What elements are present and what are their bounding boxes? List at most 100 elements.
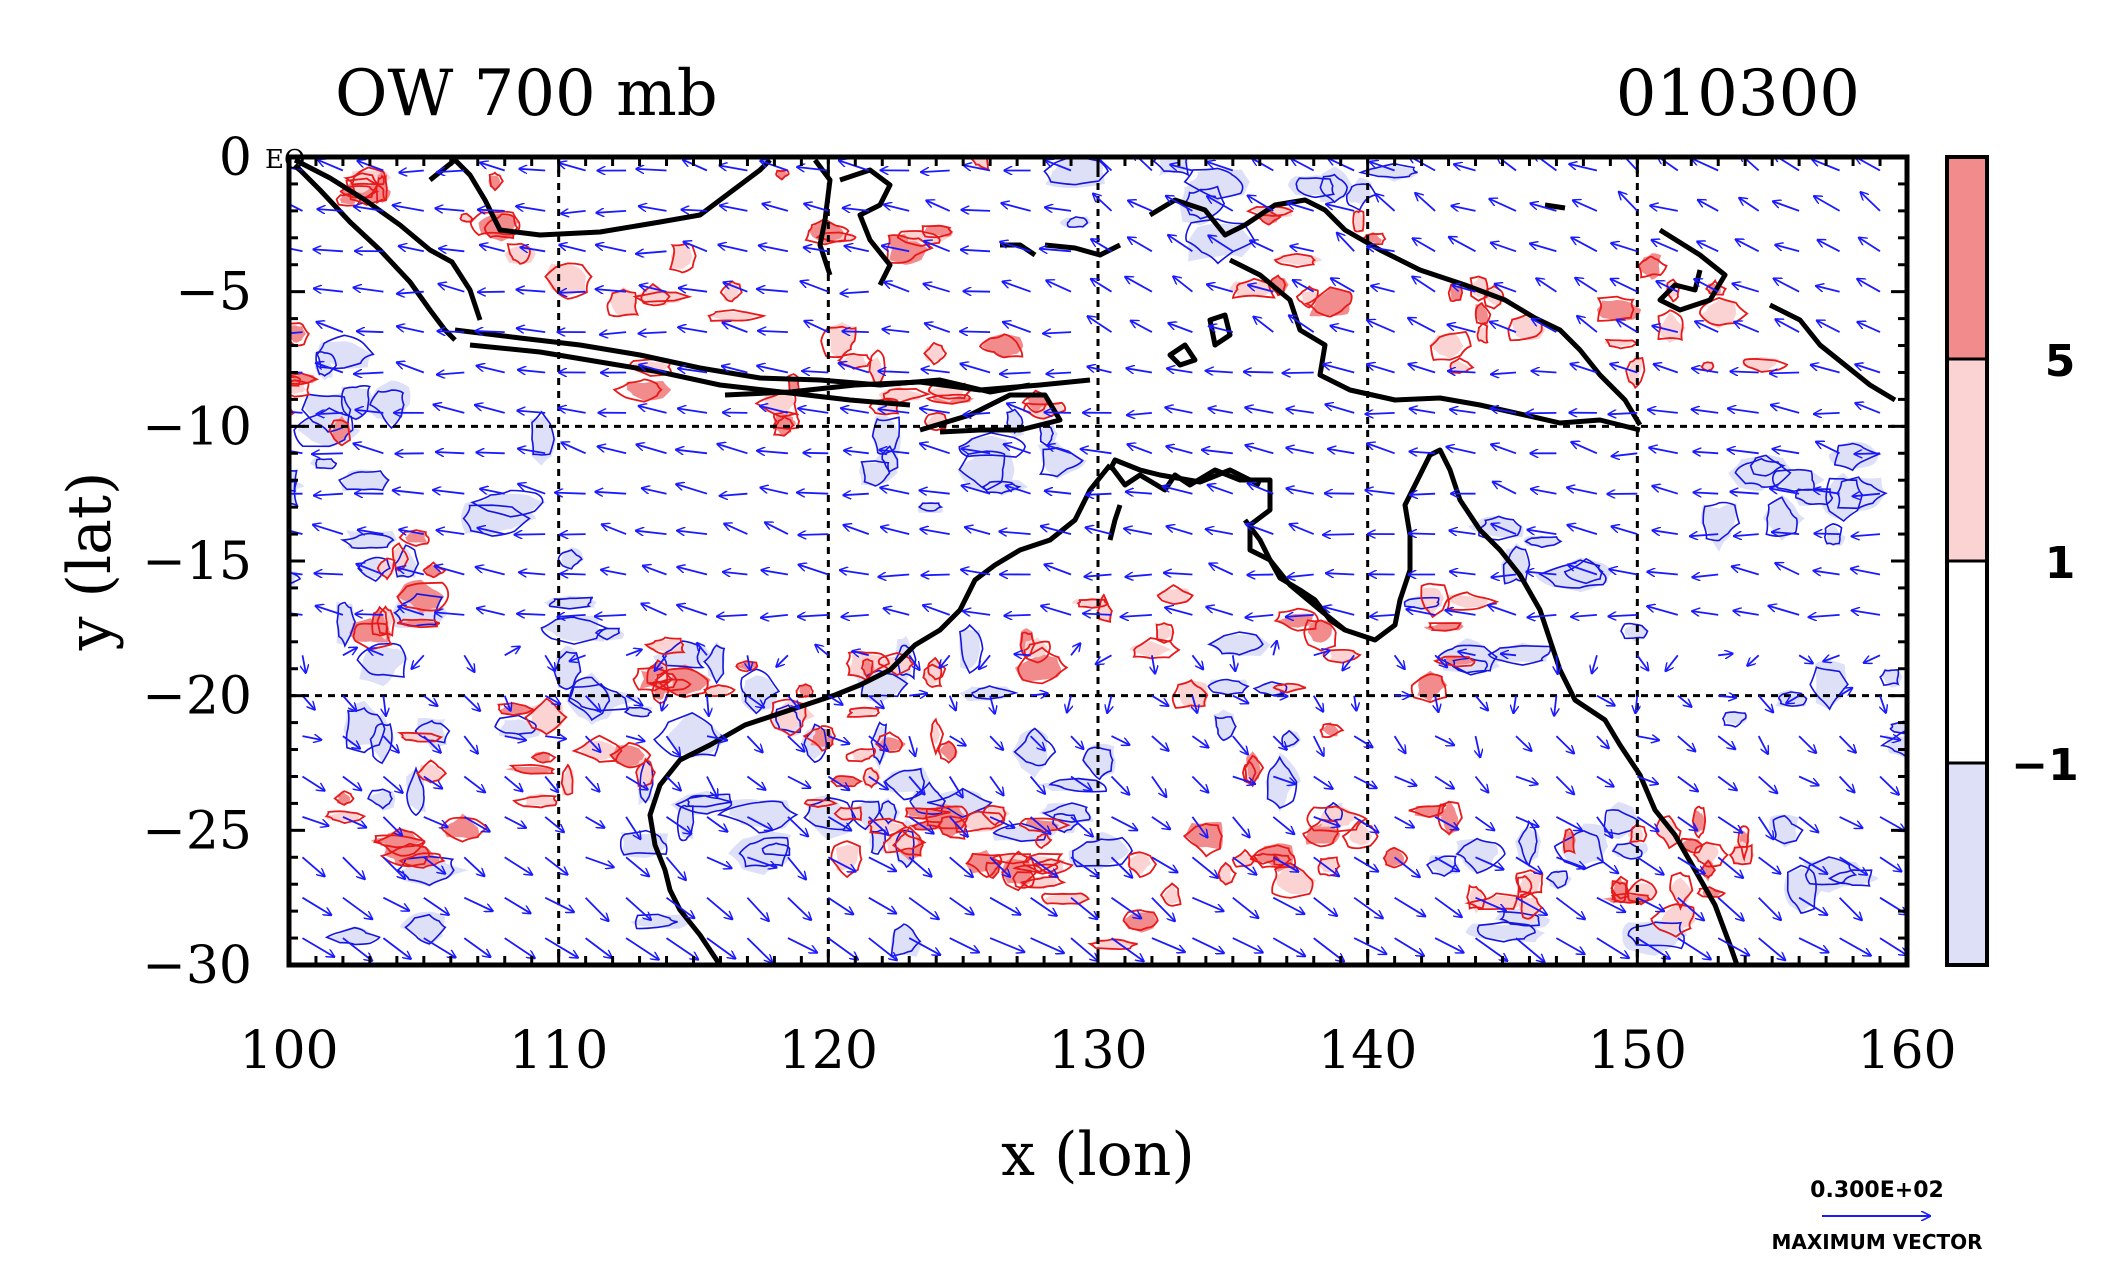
wind-vector (676, 484, 708, 495)
wind-vector (1371, 286, 1395, 293)
negative-ow-contour (1066, 216, 1089, 228)
wind-vector (1250, 241, 1274, 253)
wind-vector (314, 494, 343, 496)
positive-ow-area (878, 385, 922, 401)
wind-vector (1758, 856, 1781, 873)
wind-vector (1313, 775, 1333, 789)
wind-vector (1029, 775, 1045, 794)
wind-vector (1839, 937, 1871, 956)
negative-ow-contour (1721, 711, 1747, 728)
positive-ow-contour (647, 678, 692, 692)
wind-vector (1610, 364, 1638, 374)
wind-vector (1493, 482, 1517, 495)
positive-ow-contour (1159, 882, 1182, 907)
wind-vector (761, 570, 789, 574)
wind-vector (1692, 575, 1719, 578)
wind-vector (798, 408, 829, 413)
wind-vector (940, 654, 951, 668)
positive-ow-area (289, 409, 291, 416)
wind-vector (1798, 937, 1828, 952)
negative-ow-contour (1825, 477, 1864, 523)
negative-ow-contour (1833, 442, 1882, 472)
wind-vector (1290, 524, 1315, 535)
wind-vector (1450, 572, 1476, 575)
wind-vector (1491, 243, 1517, 253)
positive-ow-contour (1272, 682, 1307, 694)
wind-vector (1030, 816, 1051, 834)
wind-vector (841, 408, 869, 413)
positive-ow-contour (1700, 361, 1715, 373)
wind-vector (354, 288, 384, 292)
positive-ow-contour (483, 213, 519, 240)
wind-vector (1879, 937, 1907, 955)
wind-vector (665, 896, 695, 919)
positive-ow-contour (1155, 622, 1175, 644)
wind-vector (1353, 896, 1383, 919)
wind-vector (1394, 937, 1424, 956)
wind-vector (1555, 937, 1584, 954)
wind-vector (1163, 486, 1193, 495)
coast-borneo (428, 157, 772, 238)
wind-vector (1773, 201, 1800, 212)
wind-vector (746, 897, 768, 921)
wind-vector (1007, 404, 1031, 414)
wind-vector (882, 246, 910, 253)
wind-vector (1531, 489, 1557, 494)
wind-vector (908, 937, 940, 955)
wind-vector (1047, 445, 1072, 455)
wind-vector (960, 331, 991, 332)
wind-vector (1730, 492, 1759, 494)
wind-vector (1839, 816, 1863, 828)
positive-ow-contour (860, 658, 874, 681)
positive-ow-contour (985, 859, 1002, 879)
wind-vector (746, 775, 765, 790)
positive-ow-area (848, 707, 879, 718)
wind-vector (827, 896, 853, 915)
wind-vector (570, 655, 586, 661)
wind-vector (1067, 695, 1071, 713)
x-axis-label: x (lon) (1001, 1120, 1195, 1190)
wind-vector (804, 204, 829, 212)
wind-vector (342, 896, 372, 920)
wind-vector (908, 654, 919, 670)
vector-key-caption: MAXIMUM VECTOR (1771, 1230, 1982, 1254)
wind-vector (965, 527, 991, 535)
positive-ow-contour (1691, 805, 1707, 839)
wind-vector (1312, 695, 1324, 712)
wind-vector (1770, 489, 1800, 495)
positive-ow-contour (882, 827, 927, 854)
wind-vector (303, 655, 306, 673)
negative-ow-contour (531, 410, 555, 456)
negative-ow-area (849, 799, 883, 828)
negative-ow-contour (1295, 177, 1336, 199)
positive-ow-area (417, 764, 445, 784)
x-tick-label: 120 (779, 1021, 878, 1081)
wind-vector (989, 735, 1003, 750)
wind-vector (1448, 371, 1476, 373)
wind-vector (412, 654, 425, 669)
x-tick-label: 130 (1048, 1021, 1147, 1081)
wind-vector (393, 490, 424, 493)
negative-ow-contour (971, 685, 1019, 700)
wind-vector (1232, 735, 1248, 754)
negative-ow-contour (909, 781, 946, 815)
wind-vector (878, 575, 910, 577)
wind-vector (960, 364, 991, 374)
positive-ow-contour (612, 378, 663, 403)
negative-ow-contour (393, 593, 444, 627)
wind-vector (1083, 614, 1112, 615)
positive-ow-contour (459, 212, 473, 223)
wind-vector (757, 289, 788, 292)
positive-ow-contour (1728, 843, 1753, 866)
wind-vector (1191, 654, 1203, 669)
wind-vector (598, 446, 627, 455)
wind-vector (302, 937, 335, 957)
coast-sumatra-north (293, 157, 483, 321)
negative-ow-contour (1603, 809, 1640, 835)
wind-vector (1208, 236, 1234, 253)
positive-ow-contour (1596, 295, 1635, 322)
wind-vector (625, 775, 648, 790)
wind-vector (1652, 486, 1679, 495)
wind-vector (1861, 192, 1881, 212)
wind-vector (1619, 192, 1638, 212)
